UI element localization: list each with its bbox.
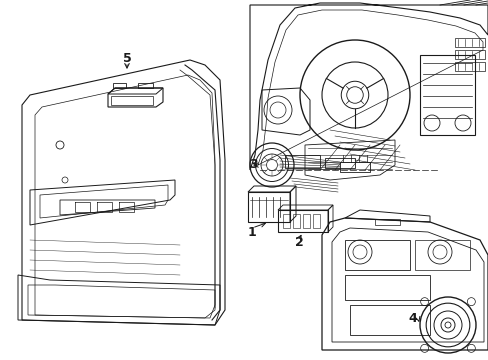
Text: 5: 5 xyxy=(122,51,131,64)
Text: 2: 2 xyxy=(294,237,303,249)
Text: 4: 4 xyxy=(408,311,417,324)
Text: 1: 1 xyxy=(247,225,256,238)
Text: 3: 3 xyxy=(249,158,258,171)
